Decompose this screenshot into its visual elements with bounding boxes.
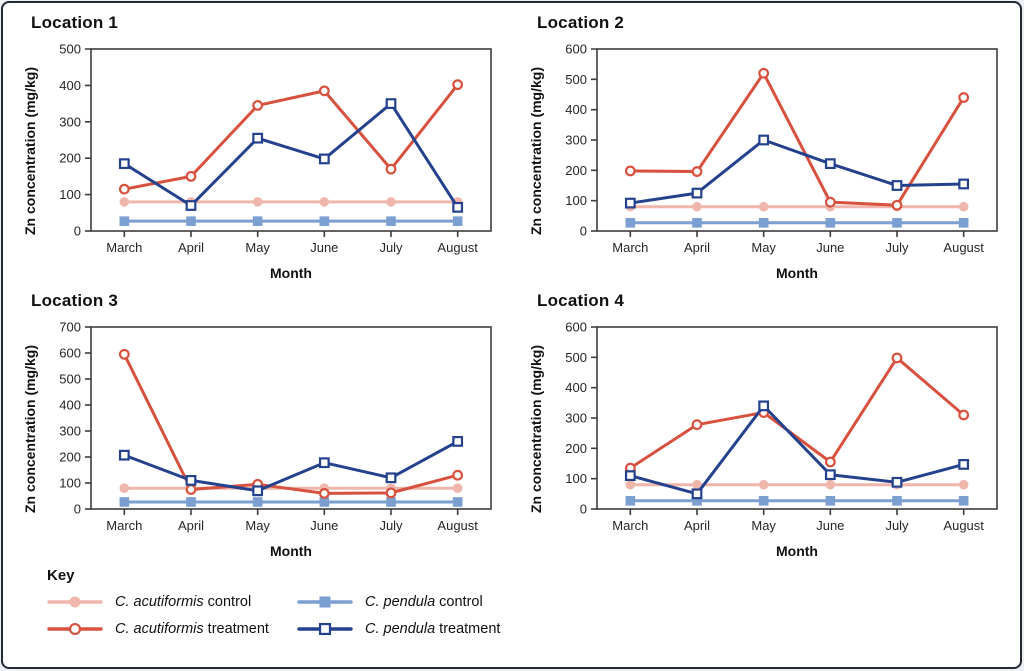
svg-text:June: June bbox=[310, 518, 338, 533]
svg-text:0: 0 bbox=[580, 224, 587, 239]
svg-text:200: 200 bbox=[59, 151, 81, 166]
svg-text:May: May bbox=[245, 518, 270, 533]
legend-marker-pendula-control bbox=[297, 595, 353, 608]
legend-item-pendula-control: C. pendula control bbox=[297, 594, 1020, 610]
legend-label: C. pendula treatment bbox=[365, 620, 501, 637]
chart-panel-location-3: Location 3 Zn concentration (mg/kg) 0 100… bbox=[19, 287, 511, 559]
x-axis-title: Month bbox=[270, 543, 312, 559]
svg-text:400: 400 bbox=[59, 78, 81, 93]
chart-row: Zn concentration (mg/kg) 0 100 200 300 400 50… bbox=[19, 37, 511, 281]
svg-text:August: August bbox=[943, 240, 984, 255]
svg-text:0: 0 bbox=[74, 224, 81, 239]
svg-text:June: June bbox=[816, 240, 844, 255]
y-axis-title: Zn concentration (mg/kg) bbox=[528, 345, 544, 513]
svg-text:500: 500 bbox=[565, 350, 587, 365]
legend-item-pendula-treatment: C. pendula treatment bbox=[297, 621, 1020, 637]
svg-text:0: 0 bbox=[74, 502, 81, 517]
line-plot: 0 100 200 300 400 500 600 700 March April May June J… bbox=[59, 320, 492, 533]
svg-text:400: 400 bbox=[565, 102, 587, 117]
svg-text:March: March bbox=[106, 518, 142, 533]
svg-text:April: April bbox=[684, 518, 710, 533]
svg-text:March: March bbox=[612, 240, 648, 255]
panel-title: Location 3 bbox=[31, 291, 119, 310]
svg-text:May: May bbox=[751, 240, 776, 255]
svg-text:June: June bbox=[816, 518, 844, 533]
chart-panel-location-1: Location 1 Zn concentration (mg/kg) 0 100… bbox=[19, 9, 511, 281]
svg-text:April: April bbox=[178, 518, 204, 533]
svg-text:600: 600 bbox=[565, 42, 587, 57]
svg-text:300: 300 bbox=[59, 114, 81, 129]
svg-text:500: 500 bbox=[59, 372, 81, 387]
svg-text:500: 500 bbox=[565, 72, 587, 87]
svg-text:100: 100 bbox=[59, 476, 81, 491]
legend-marker-pendula-treatment bbox=[297, 622, 353, 635]
svg-text:400: 400 bbox=[565, 380, 587, 395]
svg-text:May: May bbox=[245, 240, 270, 255]
chart-row: Zn concentration (mg/kg) 0 100 200 300 400 50… bbox=[525, 37, 1017, 281]
svg-text:100: 100 bbox=[565, 193, 587, 208]
svg-text:March: March bbox=[106, 240, 142, 255]
svg-text:100: 100 bbox=[565, 471, 587, 486]
plot-column: 0 100 200 300 400 500 600 March April May June July… bbox=[547, 315, 1007, 559]
panel-title: Location 4 bbox=[537, 291, 625, 310]
legend-label: C. pendula control bbox=[365, 593, 483, 610]
legend-marker-acutiformis-treatment bbox=[47, 622, 103, 635]
chart-panel-location-4: Location 4 Zn concentration (mg/kg) 0 100… bbox=[525, 287, 1017, 559]
y-axis-title: Zn concentration (mg/kg) bbox=[528, 67, 544, 235]
legend-marker-acutiformis-control bbox=[47, 595, 103, 608]
svg-text:300: 300 bbox=[59, 424, 81, 439]
svg-text:July: July bbox=[885, 518, 909, 533]
x-axis-title: Month bbox=[776, 543, 818, 559]
line-plot: 0 100 200 300 400 500 March April May June July Aug… bbox=[59, 42, 492, 255]
svg-text:March: March bbox=[612, 518, 648, 533]
plot-column: 0 100 200 300 400 500 600 March April May June July… bbox=[547, 37, 1007, 281]
svg-text:200: 200 bbox=[565, 163, 587, 178]
svg-text:August: August bbox=[437, 240, 478, 255]
chart-row: Zn concentration (mg/kg) 0 100 200 300 400 50… bbox=[525, 315, 1017, 559]
svg-text:500: 500 bbox=[59, 42, 81, 57]
svg-text:April: April bbox=[684, 240, 710, 255]
svg-text:600: 600 bbox=[59, 346, 81, 361]
svg-text:600: 600 bbox=[565, 320, 587, 335]
plot-column: 0 100 200 300 400 500 600 700 March April May June J… bbox=[41, 315, 501, 559]
svg-text:200: 200 bbox=[565, 441, 587, 456]
legend-label: C. acutiformis treatment bbox=[115, 620, 269, 637]
svg-text:300: 300 bbox=[565, 411, 587, 426]
svg-text:200: 200 bbox=[59, 450, 81, 465]
x-axis-title: Month bbox=[270, 265, 312, 281]
svg-text:July: July bbox=[379, 240, 403, 255]
svg-text:August: August bbox=[437, 518, 478, 533]
svg-text:May: May bbox=[751, 518, 776, 533]
svg-text:400: 400 bbox=[59, 398, 81, 413]
panel-title: Location 2 bbox=[537, 13, 625, 32]
legend-item-acutiformis-control: C. acutiformis control bbox=[47, 594, 297, 610]
chart-row: Zn concentration (mg/kg) 0 100 200 300 400 50… bbox=[19, 315, 511, 559]
svg-text:0: 0 bbox=[580, 502, 587, 517]
svg-text:June: June bbox=[310, 240, 338, 255]
panel-title: Location 1 bbox=[31, 13, 119, 32]
chart-grid: Location 1 Zn concentration (mg/kg) 0 100… bbox=[3, 3, 1020, 559]
y-axis-title: Zn concentration (mg/kg) bbox=[22, 345, 38, 513]
legend-key-label: Key bbox=[47, 567, 75, 584]
legend-label: C. acutiformis control bbox=[115, 593, 252, 610]
legend: Key C. acutiformis control C. acutiformi… bbox=[3, 559, 1020, 642]
svg-text:100: 100 bbox=[59, 187, 81, 202]
legend-grid: C. acutiformis control C. acutiformis tr… bbox=[47, 588, 1020, 642]
legend-item-acutiformis-treatment: C. acutiformis treatment bbox=[47, 621, 297, 637]
svg-text:300: 300 bbox=[565, 133, 587, 148]
x-axis-title: Month bbox=[776, 265, 818, 281]
chart-panel-location-2: Location 2 Zn concentration (mg/kg) 0 100… bbox=[525, 9, 1017, 281]
svg-text:August: August bbox=[943, 518, 984, 533]
svg-text:700: 700 bbox=[59, 320, 81, 335]
svg-text:July: July bbox=[885, 240, 909, 255]
line-plot: 0 100 200 300 400 500 600 March April May June July… bbox=[565, 320, 998, 533]
plot-column: 0 100 200 300 400 500 March April May June July Aug… bbox=[41, 37, 501, 281]
y-axis-title: Zn concentration (mg/kg) bbox=[22, 67, 38, 235]
svg-text:July: July bbox=[379, 518, 403, 533]
line-plot: 0 100 200 300 400 500 600 March April May June July… bbox=[565, 42, 998, 255]
svg-text:April: April bbox=[178, 240, 204, 255]
